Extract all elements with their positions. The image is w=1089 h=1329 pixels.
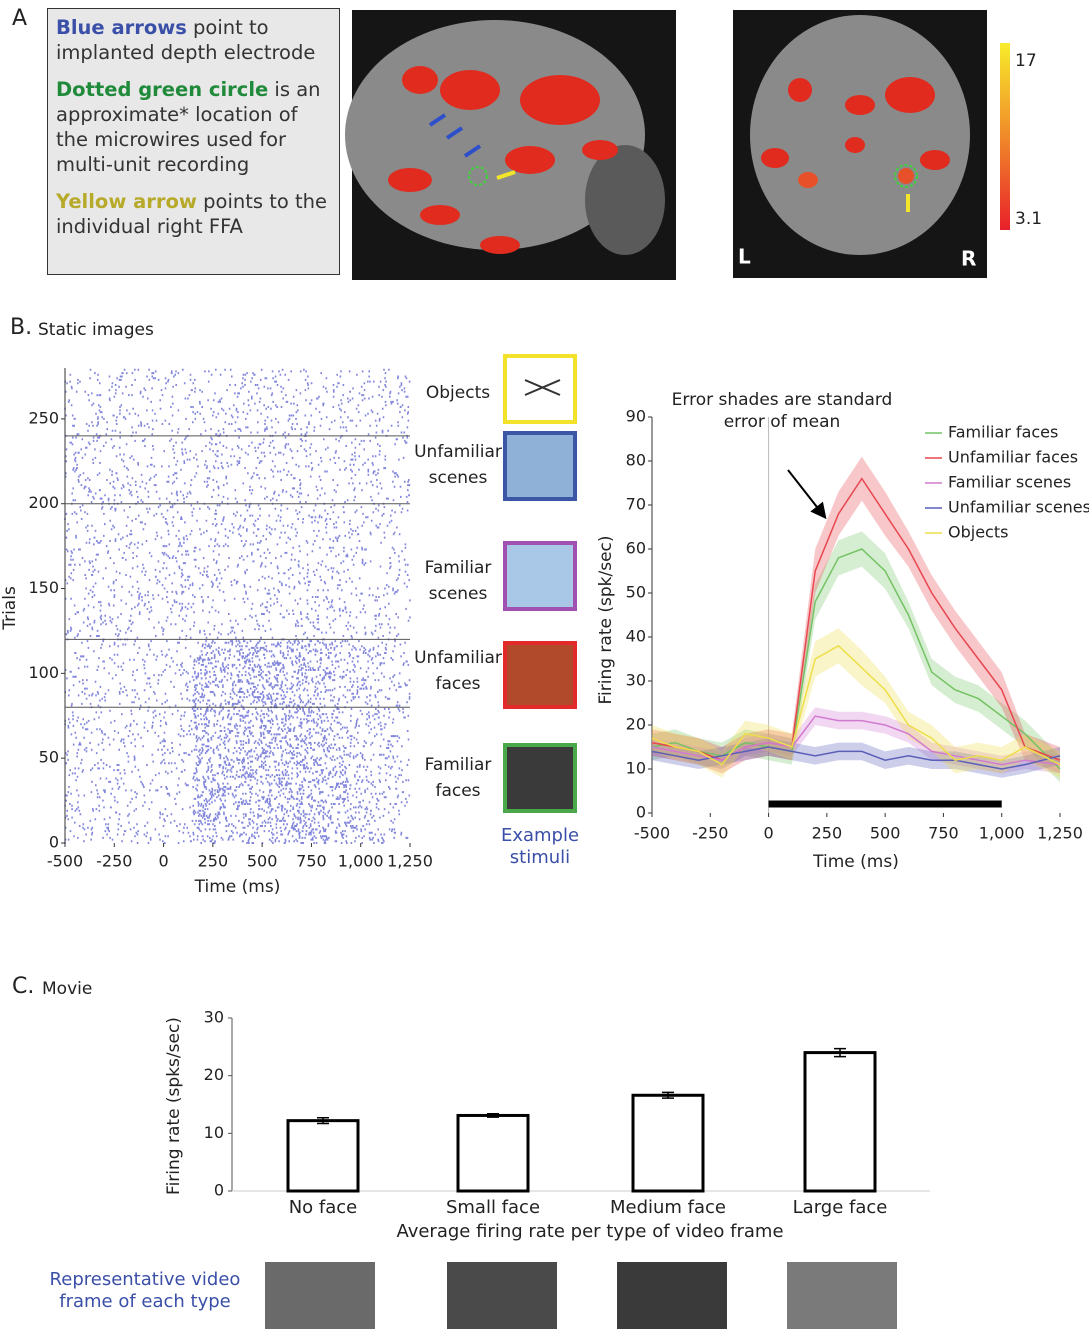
x-tick-label: No face bbox=[289, 1197, 358, 1218]
stimulus-label: scenes bbox=[429, 468, 488, 488]
x-axis-label: Average firing rate per type of video fr… bbox=[396, 1221, 783, 1242]
legend-highlight: Blue arrows bbox=[56, 16, 187, 39]
x-tick-label: 1,000 bbox=[979, 824, 1025, 843]
x-axis-label: Time (ms) bbox=[812, 852, 899, 872]
x-axis-label: Time (ms) bbox=[194, 877, 281, 897]
annotation: Error shades are standard bbox=[672, 390, 893, 410]
stimulus-label: Familiar bbox=[425, 755, 492, 775]
y-tick-label: 0 bbox=[636, 803, 646, 822]
y-tick-label: 150 bbox=[28, 578, 59, 597]
y-tick-label: 60 bbox=[626, 539, 646, 558]
y-tick-label: 250 bbox=[28, 408, 59, 427]
frames-caption: Representative video bbox=[50, 1269, 241, 1290]
x-tick-label: -500 bbox=[634, 824, 670, 843]
legend-paragraph: Blue arrows point to implanted depth ele… bbox=[56, 15, 331, 65]
orientation-label: R bbox=[961, 247, 976, 271]
stimulus-label: Unfamiliar bbox=[414, 648, 502, 668]
legend-label: Unfamiliar scenes bbox=[948, 498, 1089, 517]
x-tick-label: -250 bbox=[692, 824, 728, 843]
panel-label: B. bbox=[10, 315, 32, 340]
x-tick-label: Medium face bbox=[610, 1197, 726, 1218]
x-tick-label: 250 bbox=[812, 824, 843, 843]
panel-title: Static images bbox=[38, 320, 154, 340]
stimulus-label: scenes bbox=[429, 584, 488, 604]
legend-paragraph: Yellow arrow points to the individual ri… bbox=[56, 189, 331, 239]
mri-sagittal bbox=[345, 10, 676, 280]
x-tick-label: Small face bbox=[446, 1197, 540, 1218]
frames-caption: frame of each type bbox=[59, 1291, 231, 1312]
x-tick-label: 0 bbox=[763, 824, 773, 843]
bar bbox=[458, 1115, 528, 1191]
x-tick-label: 500 bbox=[870, 824, 901, 843]
x-tick-label: 1,250 bbox=[387, 852, 433, 871]
video-frames bbox=[265, 1262, 897, 1329]
stimuli-caption: stimuli bbox=[510, 847, 570, 868]
x-tick-label: -500 bbox=[47, 852, 83, 871]
legend-highlight: Dotted green circle bbox=[56, 78, 268, 101]
stimulus-label: Unfamiliar bbox=[414, 442, 502, 462]
panel-title: Movie bbox=[42, 979, 92, 999]
x-tick-label: 500 bbox=[247, 852, 278, 871]
y-tick-label: 70 bbox=[626, 495, 646, 514]
x-tick-label: 1,250 bbox=[1037, 824, 1083, 843]
mri-coronal bbox=[733, 10, 987, 278]
y-tick-label: 30 bbox=[626, 671, 646, 690]
annotation-arrow bbox=[788, 470, 824, 516]
y-axis-label: Firing rate (spk/sec) bbox=[596, 535, 616, 704]
y-axis-label: Firing rate (spks/sec) bbox=[164, 1017, 184, 1195]
stimulus-label: faces bbox=[435, 674, 480, 694]
y-tick-label: 10 bbox=[626, 759, 646, 778]
raster-texture bbox=[65, 369, 410, 844]
orientation-label: L bbox=[738, 245, 751, 269]
x-tick-label: 750 bbox=[296, 852, 327, 871]
stimulus-label: faces bbox=[435, 781, 480, 801]
legend-label: Familiar faces bbox=[948, 423, 1058, 442]
colorbar bbox=[1000, 43, 1010, 230]
y-tick-label: 90 bbox=[626, 407, 646, 426]
legend-box: Blue arrows point to implanted depth ele… bbox=[47, 8, 340, 275]
x-tick-label: 250 bbox=[198, 852, 229, 871]
x-tick-label: Large face bbox=[793, 1197, 888, 1218]
y-tick-label: 30 bbox=[204, 1008, 224, 1027]
y-tick-label: 50 bbox=[39, 748, 59, 767]
y-tick-label: 20 bbox=[626, 715, 646, 734]
stimuli-caption: Example bbox=[501, 825, 579, 846]
x-tick-label: -250 bbox=[96, 852, 132, 871]
bar bbox=[633, 1095, 703, 1191]
bar bbox=[288, 1121, 358, 1191]
x-tick-label: 1,000 bbox=[338, 852, 384, 871]
legend-paragraph: Dotted green circle is an approximate* l… bbox=[56, 77, 331, 177]
page: {"panel_a": {"label": "A", "legend": [ {… bbox=[0, 0, 1089, 1329]
y-tick-label: 10 bbox=[204, 1123, 224, 1142]
y-tick-label: 200 bbox=[28, 493, 59, 512]
y-tick-label: 0 bbox=[214, 1181, 224, 1200]
x-tick-label: 0 bbox=[158, 852, 168, 871]
y-tick-label: 50 bbox=[626, 583, 646, 602]
y-axis-label: Trials bbox=[0, 586, 20, 631]
stimulus-label: Objects bbox=[426, 383, 490, 403]
example-stimuli bbox=[505, 356, 575, 811]
colorbar-min: 3.1 bbox=[1015, 209, 1042, 229]
legend-label: Unfamiliar faces bbox=[948, 448, 1078, 467]
y-tick-label: 40 bbox=[626, 627, 646, 646]
legend-label: Objects bbox=[948, 523, 1008, 542]
y-tick-label: 20 bbox=[204, 1065, 224, 1084]
colorbar-max: 17 bbox=[1015, 51, 1037, 71]
panel-label: C. bbox=[12, 974, 34, 999]
panel-label: A bbox=[12, 6, 27, 31]
y-tick-label: 0 bbox=[49, 833, 59, 852]
legend-highlight: Yellow arrow bbox=[56, 190, 197, 213]
stimulus-label: Familiar bbox=[425, 558, 492, 578]
annotation: error of mean bbox=[724, 412, 841, 432]
x-tick-label: 750 bbox=[928, 824, 959, 843]
legend-label: Familiar scenes bbox=[948, 473, 1071, 492]
y-tick-label: 80 bbox=[626, 451, 646, 470]
bar bbox=[805, 1053, 875, 1191]
y-tick-label: 100 bbox=[28, 663, 59, 682]
